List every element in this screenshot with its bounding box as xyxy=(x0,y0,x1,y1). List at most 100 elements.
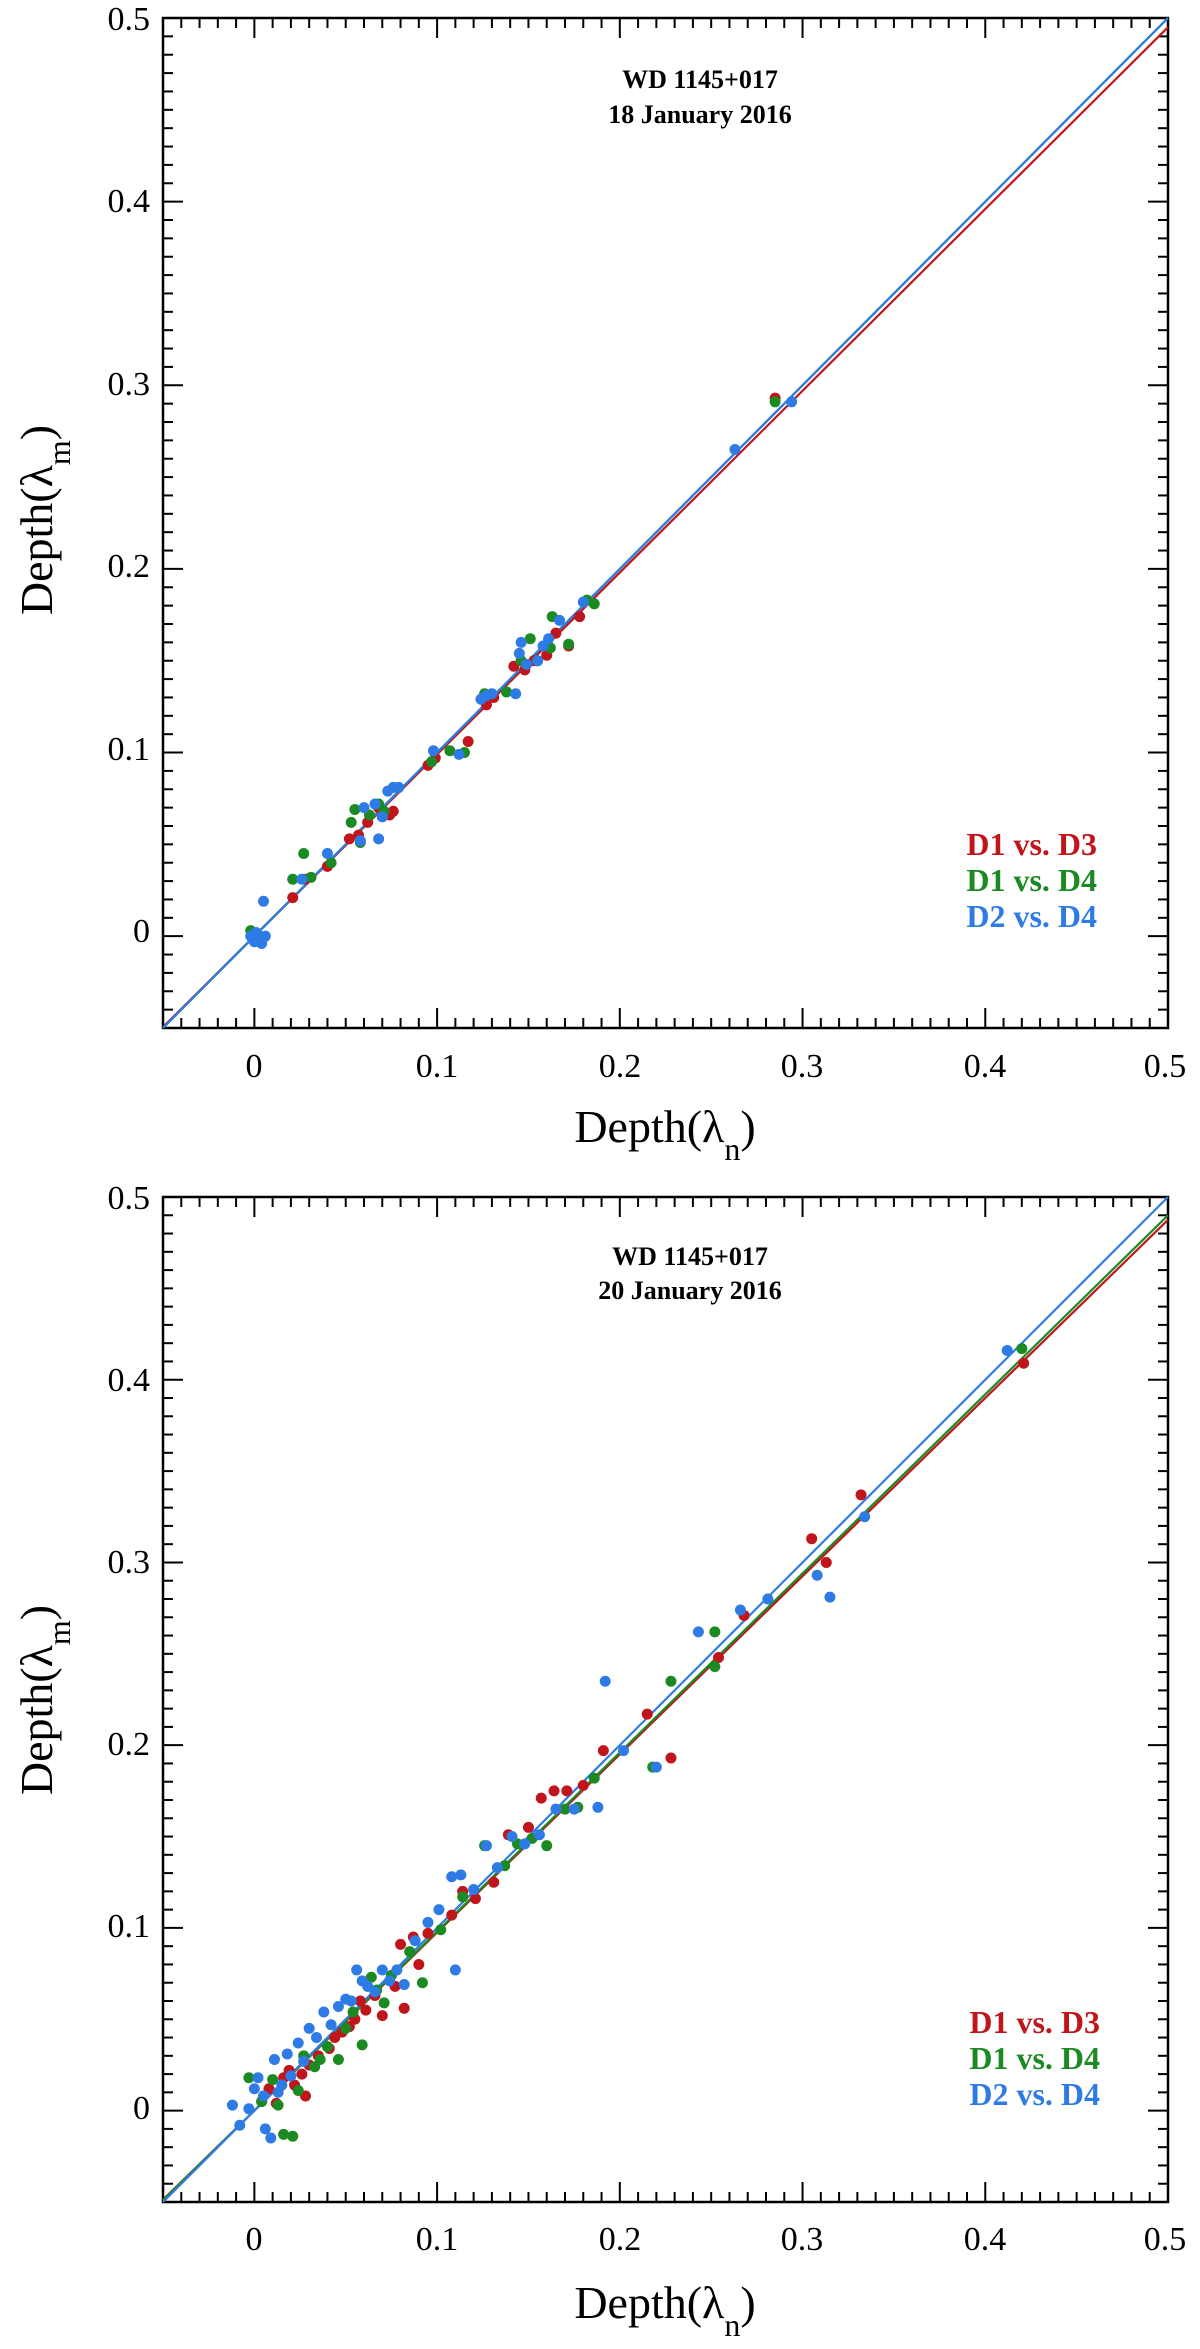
data-point xyxy=(373,833,385,845)
x-tick-labels: 0 0.1 0.2 0.3 0.4 0.5 xyxy=(246,2221,1187,2258)
data-point xyxy=(360,2004,372,2016)
data-point xyxy=(343,833,355,845)
x-tick-label: 0.2 xyxy=(599,2221,642,2258)
data-point xyxy=(243,2072,255,2084)
data-point xyxy=(855,1489,867,1501)
data-point xyxy=(287,892,299,904)
legend-entry-d1-d4: D1 vs. D4 xyxy=(966,862,1097,898)
data-point xyxy=(265,2132,277,2144)
data-point xyxy=(446,1871,458,1883)
data-point xyxy=(734,1604,746,1616)
data-point xyxy=(709,1661,721,1673)
data-point xyxy=(234,2119,246,2131)
data-point xyxy=(561,1785,573,1797)
data-point xyxy=(510,688,522,700)
data-point xyxy=(811,1569,823,1581)
data-point xyxy=(820,1556,832,1568)
data-point xyxy=(427,745,439,757)
data-point xyxy=(345,816,357,828)
x-tick-label: 0 xyxy=(246,2221,263,2258)
tick-marks xyxy=(162,1196,1169,2203)
data-point xyxy=(258,2090,269,2102)
data-point xyxy=(252,2072,264,2084)
data-point xyxy=(469,1893,481,1905)
data-point xyxy=(426,756,438,768)
legend-entry-d1-d4: D1 vs. D4 xyxy=(969,2040,1100,2076)
data-point xyxy=(533,1829,545,1841)
data-point xyxy=(387,805,399,817)
data-point xyxy=(296,2068,308,2080)
y-tick-label: 0.3 xyxy=(108,366,151,403)
data-point xyxy=(453,748,465,760)
data-point xyxy=(267,2074,279,2086)
x-tick-label: 0.1 xyxy=(416,2221,459,2258)
data-point xyxy=(351,1964,363,1976)
data-point xyxy=(292,2085,304,2097)
data-point xyxy=(543,633,555,645)
data-point xyxy=(568,1803,580,1815)
data-point xyxy=(786,396,798,408)
data-point xyxy=(305,871,317,883)
data-point xyxy=(369,1986,381,1998)
data-point xyxy=(332,2053,344,2065)
data-point xyxy=(599,1675,611,1687)
data-point xyxy=(303,2022,315,2034)
data-point xyxy=(806,1533,818,1545)
chart-subtitle: 18 January 2016 xyxy=(608,100,791,129)
y-tick-labels: 0.5 0.4 0.3 0.2 0.1 0 xyxy=(108,1180,151,2127)
data-point xyxy=(1016,1343,1028,1355)
data-point xyxy=(449,1964,461,1976)
data-point xyxy=(268,2053,280,2065)
data-point xyxy=(376,1964,388,1976)
data-point xyxy=(340,2022,352,2034)
x-tick-label: 0.2 xyxy=(599,1048,642,1085)
data-point xyxy=(515,636,527,648)
y-axis-label: Depth(λm) xyxy=(11,425,77,615)
data-point xyxy=(243,2103,255,2115)
y-tick-label: 0.2 xyxy=(108,1726,151,1763)
data-points xyxy=(226,1343,1030,2144)
data-point xyxy=(513,647,525,659)
data-point xyxy=(345,1995,357,2007)
data-point xyxy=(332,2000,344,2012)
data-point xyxy=(298,848,310,860)
data-point xyxy=(524,633,536,645)
data-point xyxy=(281,2048,293,2060)
data-point xyxy=(325,857,337,869)
legend-entry-d2-d4: D2 vs. D4 xyxy=(969,2076,1100,2112)
data-point xyxy=(665,1675,677,1687)
y-tick-label: 0.2 xyxy=(108,548,151,585)
data-point xyxy=(433,1904,445,1916)
x-tick-labels: 0 0.1 0.2 0.3 0.4 0.5 xyxy=(246,1048,1187,1085)
data-point xyxy=(358,802,370,814)
data-point xyxy=(349,803,361,815)
data-point xyxy=(665,1752,677,1764)
data-point xyxy=(354,835,366,847)
data-point xyxy=(259,930,271,942)
data-point xyxy=(365,1971,377,1983)
data-point xyxy=(577,596,589,608)
data-point xyxy=(356,2039,368,2051)
data-point xyxy=(554,614,566,626)
y-tick-label: 0.4 xyxy=(108,183,151,220)
data-point xyxy=(376,811,388,823)
data-point xyxy=(376,2010,388,2022)
chart-panel-20-jan: 0.5 0.4 0.3 0.2 0.1 0 0 0.1 0.2 0.3 0.4 … xyxy=(11,1180,1186,2343)
data-point xyxy=(398,1979,410,1991)
data-point xyxy=(617,1745,629,1757)
x-tick-label: 0.3 xyxy=(781,2221,824,2258)
y-tick-label: 0.3 xyxy=(108,1544,151,1581)
data-point xyxy=(347,2006,359,2018)
data-point xyxy=(522,1821,534,1833)
data-point xyxy=(709,1626,721,1638)
y-tick-label: 0.1 xyxy=(108,1908,151,1945)
data-point xyxy=(563,638,575,650)
data-point xyxy=(259,2123,271,2135)
data-point xyxy=(321,2041,333,2053)
data-point xyxy=(488,1876,500,1888)
data-point xyxy=(393,781,405,793)
x-tick-label: 0.1 xyxy=(416,1048,459,1085)
chart-title: WD 1145+017 xyxy=(622,65,778,94)
data-point xyxy=(395,1938,407,1950)
